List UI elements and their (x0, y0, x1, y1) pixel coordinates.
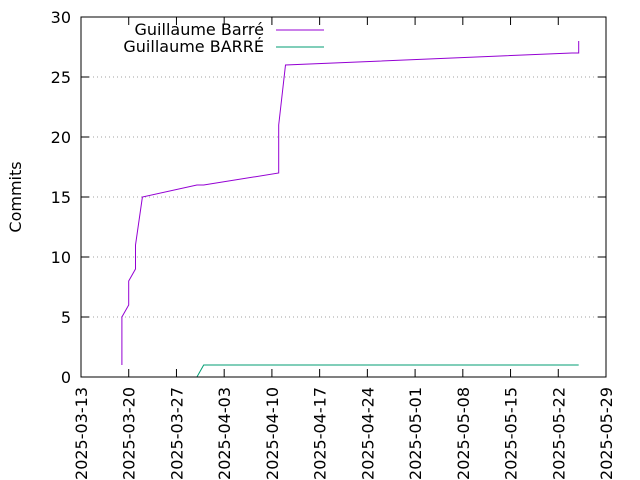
legend-label: Guillaume BARRÉ (123, 37, 264, 56)
grid (81, 76, 606, 318)
x-tick-label: 2025-05-15 (502, 387, 521, 480)
series-line-0 (121, 41, 580, 365)
y-tick-label: 0 (61, 368, 71, 387)
x-tick-label: 2025-04-17 (311, 387, 330, 480)
y-axis-title: Commits (6, 161, 25, 232)
x-tick-label: 2025-05-22 (549, 387, 568, 480)
series-line-1 (196, 364, 579, 378)
series-layer (121, 41, 580, 378)
y-tick-label: 25 (51, 68, 71, 87)
x-tick-label: 2025-03-27 (167, 387, 186, 480)
y-tick-label: 15 (51, 188, 71, 207)
axes: 0 5 10 15 20 25 30 2025-03-13 2025-03-20 2025-03-… (51, 8, 616, 480)
plot-frame (80, 16, 607, 378)
y-tick-label: 10 (51, 248, 71, 267)
x-tick-label: 2025-04-10 (263, 387, 282, 480)
x-tick-label: 2025-03-13 (72, 387, 91, 480)
x-tick-label: 2025-05-08 (454, 387, 473, 480)
x-tick-label: 2025-04-24 (358, 387, 377, 480)
legend-label: Guillaume Barré (135, 20, 264, 39)
x-tick-label: 2025-03-20 (120, 387, 139, 480)
y-tick-label: 20 (51, 128, 71, 147)
y-tick-label: 5 (61, 308, 71, 327)
x-tick-label: 2025-05-29 (597, 387, 616, 480)
y-tick-label: 30 (51, 8, 71, 27)
x-tick-label: 2025-04-03 (215, 387, 234, 480)
x-tick-label: 2025-05-01 (406, 387, 425, 480)
